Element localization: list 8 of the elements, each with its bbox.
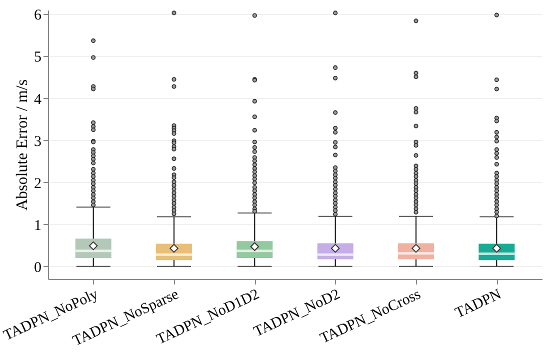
y-tick-label: 6 <box>34 8 42 24</box>
y-tick-label: 5 <box>34 50 42 66</box>
y-tick-label: 4 <box>34 92 42 108</box>
y-tick-label: 3 <box>34 134 42 150</box>
y-tick-label: 2 <box>34 176 42 192</box>
y-axis-title: Absolute Error / m/s <box>14 79 31 211</box>
y-tick-label: 1 <box>34 218 42 234</box>
y-tick-label: 0 <box>34 260 42 276</box>
